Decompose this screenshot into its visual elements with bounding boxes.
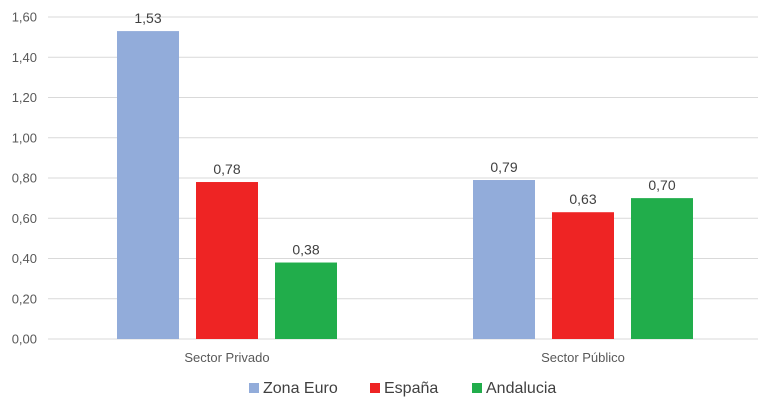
data-label: 0,79 [490,159,517,175]
legend-label: Andalucia [486,380,556,397]
y-tick-label: 1,60 [12,10,37,25]
data-label: 0,78 [213,161,240,177]
bar-españa-1 [552,212,614,339]
x-category-label: Sector Privado [184,350,269,365]
data-labels: 1,53 0,78 0,38 0,79 0,63 0,70 [134,10,675,257]
y-tick-label: 1,20 [12,90,37,105]
legend-swatch [370,383,380,393]
y-tick-label: 1,40 [12,50,37,65]
y-tick-label: 0,00 [12,332,37,347]
legend: Zona Euro España Andalucia [249,380,556,397]
y-tick-label: 0,40 [12,251,37,266]
bar-andalucia-1 [631,198,693,339]
data-label: 0,70 [648,177,675,193]
y-tick-label: 1,00 [12,130,37,145]
y-tick-label: 0,60 [12,211,37,226]
data-label: 1,53 [134,10,161,26]
legend-swatch [472,383,482,393]
bar-zona-euro-1 [473,180,535,339]
x-axis-categories: Sector Privado Sector Público [184,350,625,365]
bar-españa-0 [196,182,258,339]
bar-zona-euro-0 [117,31,179,340]
x-category-label: Sector Público [541,350,625,365]
legend-swatch [249,383,259,393]
data-label: 0,38 [292,242,319,258]
data-label: 0,63 [569,191,596,207]
bar-andalucia-0 [275,262,337,339]
y-tick-label: 0,20 [12,291,37,306]
legend-label: España [384,380,438,397]
y-axis-ticks: 0,00 0,20 0,40 0,60 0,80 1,00 1,20 1,40 1,60 [12,10,37,347]
bars [117,31,693,340]
y-tick-label: 0,80 [12,171,37,186]
legend-label: Zona Euro [263,380,338,397]
